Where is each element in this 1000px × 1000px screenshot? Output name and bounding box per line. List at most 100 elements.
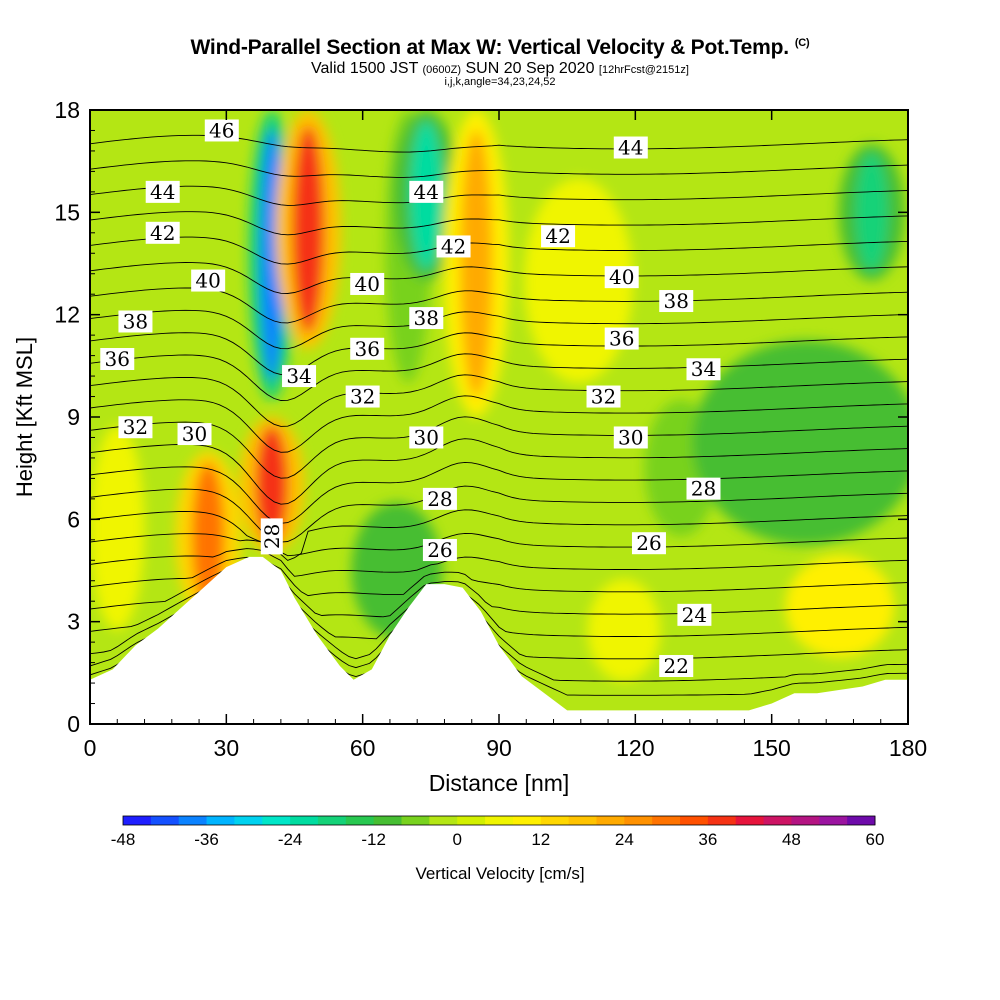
colorbar-swatch (262, 816, 291, 825)
colorbar-swatch (317, 816, 347, 825)
colorbar-frame (122, 815, 876, 826)
colorbar-swatch (429, 816, 458, 825)
updraft-core (255, 425, 289, 545)
theta-contour-35 (90, 395, 908, 453)
colorbar-swatch (819, 816, 848, 825)
theta-contour-44 (90, 185, 908, 206)
contour-label: 32 (118, 415, 153, 439)
contour-label: 38 (409, 306, 444, 330)
colorbar-tick-label: 0 (452, 830, 461, 849)
contour-label-text: 38 (123, 309, 148, 333)
chart-title-text: Wind-Parallel Section at Max W: Vertical… (190, 36, 790, 59)
theta-contour-30 (90, 509, 908, 561)
contour-label: 40 (604, 265, 639, 289)
theta-contour-labels: 46 44 44 44 42 42 42 40 40 40 38 38 38 36 36 36 34 34 32 32… (100, 118, 721, 678)
contour-label: 40 (350, 272, 385, 296)
contour-label-text: 42 (545, 224, 570, 248)
theta-contour-31 (90, 485, 908, 543)
colorbar-tick-label: 60 (866, 830, 885, 849)
colorbar-swatch (290, 816, 319, 825)
theta-contour-37 (90, 353, 908, 401)
colorbar-tick-label: -24 (278, 830, 303, 849)
theta-contour-41 (90, 262, 908, 294)
colorbar-tick-label: 24 (615, 830, 634, 849)
contour-label-text: 36 (105, 347, 130, 371)
contour-label-text: 32 (591, 385, 616, 409)
contour-label-text: 38 (414, 306, 439, 330)
y-tick-label: 9 (67, 404, 80, 430)
contour-label: 42 (436, 234, 471, 258)
contour-label-text: 34 (286, 364, 311, 388)
contour-label: 38 (659, 289, 694, 313)
colorbar-tick-label: -36 (194, 830, 219, 849)
contour-label-text: 24 (682, 603, 707, 627)
contour-label-text: 30 (182, 422, 207, 446)
y-tick-label: 12 (54, 302, 80, 328)
contour-label: 34 (686, 357, 721, 381)
y-tick-label: 3 (67, 609, 80, 635)
contour-label-text: 30 (414, 425, 439, 449)
colorbar-tick-label: 48 (782, 830, 801, 849)
contour-label-text: 34 (691, 357, 716, 381)
copyright-mark: (C) (794, 37, 810, 49)
colorbar-swatch (150, 816, 180, 825)
contour-label: 44 (145, 180, 180, 204)
colorbar-swatch (178, 816, 208, 825)
contour-label-text: 36 (354, 337, 379, 361)
colorbar-swatch (596, 816, 625, 825)
contour-label-text: 28 (260, 524, 284, 549)
contour-label: 36 (604, 327, 639, 351)
colorbar-tick-label: -12 (361, 830, 386, 849)
colorbar-label: Vertical Velocity [cm/s] (415, 864, 585, 883)
valid-utc: (0600Z) (422, 64, 462, 76)
colorbar-swatch (735, 816, 765, 825)
colorbar-swatch (568, 816, 597, 825)
x-tick-label: 150 (752, 735, 790, 761)
section-indices: i,j,k,angle=34,23,24,52 (444, 76, 556, 88)
contour-label-text: 38 (664, 289, 689, 313)
colorbar-swatch (791, 816, 820, 825)
x-tick-label: 120 (616, 735, 654, 761)
y-tick-label: 18 (54, 97, 80, 123)
colorbar-swatch (624, 816, 653, 825)
velocity-patch (90, 425, 145, 631)
colorbar-tick-label: -48 (111, 830, 136, 849)
colorbar-swatch (652, 816, 681, 825)
valid-time: Valid 1500 JST (311, 60, 419, 77)
y-axis-label: Height [Kft MSL] (12, 337, 37, 497)
y-tick-label: 6 (67, 506, 80, 532)
contour-label-text: 42 (150, 221, 175, 245)
x-tick-label: 180 (889, 735, 927, 761)
downdraft-core (855, 153, 889, 272)
contour-label: 22 (659, 654, 694, 678)
colorbar-swatch (373, 816, 403, 825)
colorbar-swatch (540, 816, 570, 825)
contour-label-text: 44 (414, 180, 439, 204)
terrain (90, 556, 908, 724)
colorbar-swatch (345, 816, 375, 825)
contour-label: 24 (677, 603, 712, 627)
updraft-core (459, 130, 493, 397)
theta-contour-36 (90, 374, 908, 427)
theta-contour-39 (90, 309, 908, 350)
colorbar-swatch (485, 816, 514, 825)
contour-label-text: 40 (354, 272, 379, 296)
contour-label: 36 (350, 337, 385, 361)
x-tick-label: 30 (214, 735, 240, 761)
updraft-core (291, 125, 325, 334)
contour-label-text: 26 (427, 538, 452, 562)
velocity-patch (785, 555, 895, 658)
theta-contour-38 (90, 332, 908, 376)
theta-contour-34 (90, 416, 908, 479)
theta-contour-27 (90, 556, 908, 597)
colorbar: -48 -36 -24 -12 0 12 24 36 48 60 (111, 815, 885, 849)
theta-contour-32 (90, 461, 908, 524)
contour-label: 32 (345, 385, 380, 409)
colorbar-swatch (457, 816, 486, 825)
chart-subtitle: Valid 1500 JST (0600Z) SUN 20 Sep 2020 [… (0, 60, 1000, 78)
contour-label: 26 (422, 538, 457, 562)
y-tick-label: 15 (54, 199, 80, 225)
contour-label: 42 (145, 221, 180, 245)
contour-label-text: 40 (195, 269, 220, 293)
